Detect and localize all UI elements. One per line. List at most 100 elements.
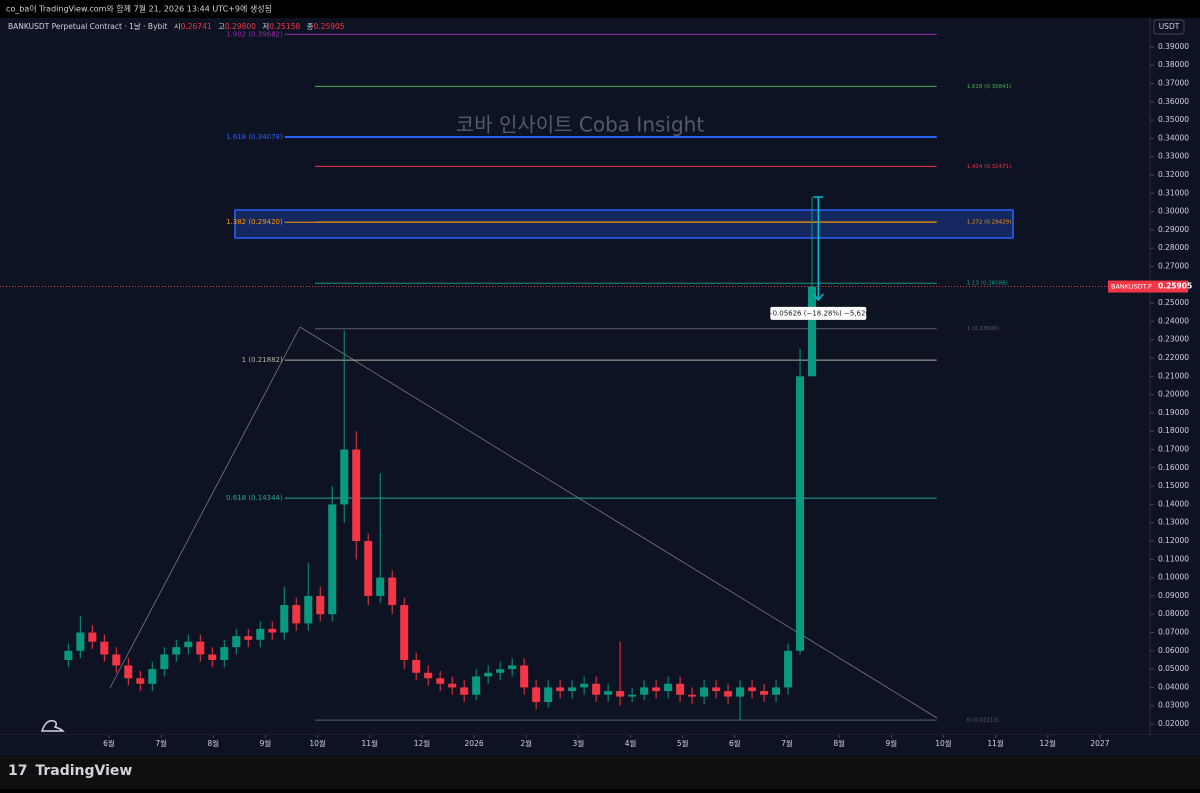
candle-body xyxy=(748,687,757,692)
watermark: 코바 인사이트 Coba Insight xyxy=(456,113,705,137)
y-tick-label: 0.30000 xyxy=(1158,207,1189,216)
candle-body xyxy=(472,676,481,695)
candle-body xyxy=(304,595,313,624)
candle-body xyxy=(172,647,181,655)
y-tick-label: 0.23000 xyxy=(1158,335,1189,344)
candle-body xyxy=(712,687,721,692)
currency-box[interactable] xyxy=(1153,19,1185,35)
y-tick-label: 0.37000 xyxy=(1158,79,1189,88)
logo-icon xyxy=(40,719,65,732)
y-tick-label: 0.34000 xyxy=(1158,133,1189,142)
footer-logo-mark: 17 xyxy=(8,763,27,779)
candle-body xyxy=(112,654,121,666)
y-tick-label: 0.25000 xyxy=(1158,298,1189,307)
candle-body xyxy=(496,669,505,673)
candle-body xyxy=(388,577,397,606)
candle-body xyxy=(100,641,109,655)
y-tick-label: 0.10000 xyxy=(1158,573,1189,582)
ohlc-value: 0.25905 xyxy=(314,22,345,31)
candle-body xyxy=(676,683,685,695)
candle-body xyxy=(520,665,529,688)
candle-body xyxy=(784,650,793,688)
y-tick-label: 0.19000 xyxy=(1158,408,1189,417)
footer xyxy=(0,755,1200,789)
y-tick-label: 0.20000 xyxy=(1158,390,1189,399)
symbol: BANKUSDT Perpetual Contract · 1날 · Bybit… xyxy=(8,21,345,31)
y-tick-label: 0.28000 xyxy=(1158,243,1189,252)
candle-body xyxy=(760,691,769,695)
y-tick-label: 0.17000 xyxy=(1158,445,1189,454)
y-tick-label: 0.02000 xyxy=(1158,719,1189,728)
y-tick-label: 0.13000 xyxy=(1158,518,1189,527)
candle-body xyxy=(328,504,337,615)
y-tick-label: 0.39000 xyxy=(1158,42,1189,51)
candle-body xyxy=(436,678,445,684)
y-tick-label: 0.38000 xyxy=(1158,60,1189,69)
y-tick-label: 0.04000 xyxy=(1158,682,1189,691)
x-tick-label: 11월 xyxy=(987,738,1004,748)
fib-label: 0 (0.02213) xyxy=(967,718,999,724)
trend-line xyxy=(109,326,301,689)
x-tick-label: 9월 xyxy=(260,738,272,748)
price-tag-value: 0.25905 xyxy=(1158,282,1192,291)
candle-body xyxy=(400,605,409,660)
x-tick-label: 6월 xyxy=(729,738,741,748)
candle-body xyxy=(580,683,589,688)
y-tick-label: 0.05000 xyxy=(1158,664,1189,673)
candle-body xyxy=(256,628,265,640)
x-tick-label: 7월 xyxy=(781,738,793,748)
y-tick-label: 0.15000 xyxy=(1158,481,1189,490)
currency[interactable]: USDT xyxy=(1159,22,1180,31)
fib-label: 1.414 (0.32471) xyxy=(967,164,1012,170)
footer-logo: 17 TradingView xyxy=(8,763,132,779)
candle-body xyxy=(196,641,205,655)
candle-body xyxy=(568,687,577,692)
ohlc-label: 종 xyxy=(307,22,314,31)
fib-label: 1.382 (0.29420) xyxy=(226,218,283,226)
ohlc-value: 0.26741 xyxy=(181,22,212,31)
candle-body xyxy=(628,694,637,697)
time-axis xyxy=(0,735,1200,755)
x-tick-label: 8월 xyxy=(833,738,845,748)
y-tick-label: 0.16000 xyxy=(1158,463,1189,472)
fib-label: 1 (0.23600) xyxy=(967,326,999,332)
candle-body xyxy=(376,577,385,596)
y-tick-label: 0.29000 xyxy=(1158,225,1189,234)
x-tick-label: 4월 xyxy=(625,738,637,748)
candle-body xyxy=(640,687,649,695)
y-tick-label: 0.07000 xyxy=(1158,628,1189,637)
fib-label: 1.618 (0.36841) xyxy=(967,84,1012,90)
y-tick-label: 0.31000 xyxy=(1158,188,1189,197)
measure-box xyxy=(770,306,867,320)
fib-label: 1.618 (0.34078) xyxy=(226,133,283,141)
ohlc-label: 시 xyxy=(174,22,181,31)
candle-body xyxy=(448,683,457,688)
candle-body xyxy=(88,632,97,642)
candle-body xyxy=(700,687,709,697)
candle-body xyxy=(220,647,229,660)
candle-body xyxy=(460,687,469,695)
x-tick-label: 5월 xyxy=(677,738,689,748)
symbol-name: BANKUSDT Perpetual Contract · 1날 · Bybit xyxy=(8,21,167,31)
candle-body xyxy=(340,449,349,505)
price-tag-name: BANKUSDT.P xyxy=(1111,283,1152,291)
x-tick-label: 12월 xyxy=(1040,738,1057,748)
candle-body xyxy=(508,665,517,670)
x-tick-label: 2027 xyxy=(1090,739,1109,748)
plot-layer: 코바 인사이트 Coba Insight 1.902 (0.39682) 1.61… xyxy=(0,30,1150,724)
candle-body xyxy=(484,672,493,677)
highlight-box xyxy=(234,209,1014,239)
top-bar: co_ba이 TradingView.com와 함께 7월 21, 2026 1… xyxy=(6,4,272,14)
candle-body xyxy=(148,669,157,684)
candle-body xyxy=(736,687,745,697)
footer-logo-text: TradingView xyxy=(35,763,132,779)
measure-arrow xyxy=(812,293,824,302)
y-tick-label: 0.32000 xyxy=(1158,170,1189,179)
y-tick-label: 0.12000 xyxy=(1158,536,1189,545)
candle-body xyxy=(184,641,193,648)
y-tick-label: 0.09000 xyxy=(1158,591,1189,600)
candle-body xyxy=(592,683,601,695)
x-tick-label: 10월 xyxy=(309,738,326,748)
y-tick-label: 0.08000 xyxy=(1158,609,1189,618)
